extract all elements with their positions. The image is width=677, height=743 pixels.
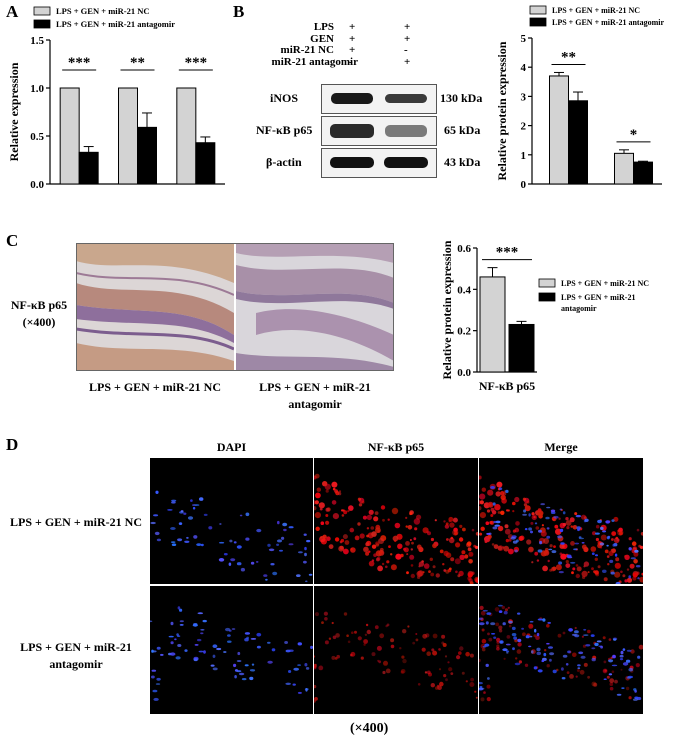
y-tick-label: 5 bbox=[521, 33, 527, 45]
if-column-merge: Merge bbox=[544, 440, 578, 454]
condition-lane2: + bbox=[404, 32, 411, 45]
panel-label-a: A bbox=[6, 2, 19, 21]
if-image-merge-nc bbox=[479, 458, 643, 584]
legend-swatch bbox=[33, 6, 51, 16]
y-tick-label: 0.2 bbox=[457, 326, 471, 338]
legend-label: LPS + GEN + miR-21 NC bbox=[552, 6, 640, 15]
x-tick-label: NF-κB p65 bbox=[479, 379, 535, 393]
blot-size-nfkb: 65 kDa bbox=[444, 123, 481, 137]
bar bbox=[479, 276, 506, 373]
legend-swatch bbox=[538, 292, 556, 302]
y-tick-label: 0.6 bbox=[457, 243, 471, 255]
blot-name-inos: iNOS bbox=[270, 91, 299, 105]
y-tick-label: 0 bbox=[521, 179, 527, 190]
blot-condition-table: LPS + + GEN + + miR-21 NC + - miR-21 antagomir - + bbox=[236, 21, 426, 69]
bar bbox=[549, 75, 569, 185]
blot-name-actin: β-actin bbox=[266, 155, 302, 169]
panel-label-d: D bbox=[6, 435, 19, 454]
western-blot-inos bbox=[321, 84, 437, 114]
ihc-caption-nc: LPS + GEN + miR-21 NC bbox=[88, 380, 221, 394]
condition-lane1: + bbox=[349, 44, 356, 56]
bar bbox=[195, 142, 216, 185]
bar bbox=[137, 126, 157, 185]
ihc-side-label: NF-κB p65 (×400) bbox=[10, 298, 68, 329]
if-row-label-antagomir: LPS + GEN + miR-21 antagomir bbox=[20, 640, 132, 671]
if-image-merge-antagomir bbox=[479, 586, 643, 714]
significance-marker: *** bbox=[68, 55, 91, 71]
legend-swatch bbox=[33, 19, 51, 29]
if-magnification: (×400) bbox=[350, 721, 389, 736]
ihc-image-nc bbox=[76, 243, 234, 371]
significance-marker: ** bbox=[561, 49, 576, 65]
legend-label: LPS + GEN + miR-21 NC bbox=[56, 6, 150, 16]
bar bbox=[118, 87, 138, 185]
significance-marker: *** bbox=[496, 245, 519, 261]
condition-label: GEN bbox=[310, 32, 334, 45]
condition-row: miR-21 NC + - bbox=[236, 44, 426, 57]
if-column-dapi: DAPI bbox=[216, 440, 247, 454]
bar bbox=[176, 87, 197, 185]
condition-row: miR-21 antagomir - + bbox=[236, 55, 426, 69]
y-axis-title: Relative protein expression bbox=[440, 240, 454, 379]
if-column-nfkb: NF-κB p65 bbox=[367, 440, 425, 454]
bar bbox=[568, 100, 588, 185]
legend-label: LPS + GEN + miR-21 NC bbox=[561, 279, 649, 288]
y-tick-label: 1.5 bbox=[30, 35, 44, 47]
condition-label: miR-21 antagomir bbox=[271, 55, 358, 68]
panel-label-b: B bbox=[233, 2, 245, 21]
y-tick-label: 1 bbox=[521, 150, 527, 162]
bar bbox=[633, 161, 653, 185]
condition-lane1: + bbox=[349, 21, 356, 33]
condition-lane2: - bbox=[404, 44, 408, 56]
western-blot-nfkb bbox=[321, 116, 437, 146]
legend-swatch bbox=[529, 17, 547, 27]
y-tick-label: 2 bbox=[521, 121, 527, 133]
y-axis-title: Relative protein expression bbox=[495, 41, 509, 180]
condition-lane2: + bbox=[404, 55, 411, 68]
condition-lane1: + bbox=[349, 32, 356, 45]
significance-marker: *** bbox=[185, 55, 208, 71]
condition-row: GEN + + bbox=[236, 32, 426, 46]
if-image-nfkb-antagomir bbox=[314, 586, 478, 714]
bar bbox=[78, 151, 99, 185]
y-tick-label: 0.4 bbox=[457, 284, 471, 296]
y-tick-label: 3 bbox=[521, 91, 527, 103]
y-tick-label: 0.5 bbox=[30, 131, 44, 143]
if-image-dapi-nc bbox=[150, 458, 313, 584]
bar bbox=[59, 87, 80, 185]
ihc-caption-antagomir: LPS + GEN + miR-21 antagomir bbox=[259, 380, 371, 411]
y-tick-label: 4 bbox=[521, 62, 527, 74]
y-axis-title: Relative expression bbox=[7, 62, 21, 161]
legend-label: antagomir bbox=[561, 304, 597, 313]
bar bbox=[614, 152, 634, 185]
legend-swatch bbox=[538, 278, 556, 288]
significance-marker: ** bbox=[130, 55, 145, 71]
legend-swatch bbox=[529, 5, 547, 15]
ihc-image-antagomir bbox=[236, 243, 394, 371]
blot-size-actin: 43 kDa bbox=[444, 155, 481, 169]
condition-row: LPS + + bbox=[236, 21, 426, 34]
legend-label: LPS + GEN + miR-21 antagomir bbox=[56, 19, 175, 29]
panel-label-c: C bbox=[6, 231, 19, 250]
condition-label: LPS bbox=[313, 21, 334, 33]
condition-label: miR-21 NC bbox=[280, 44, 334, 56]
legend-label: LPS + GEN + miR-21 antagomir bbox=[552, 18, 664, 27]
if-image-dapi-antagomir bbox=[150, 586, 313, 714]
bar bbox=[508, 323, 535, 373]
western-blot-actin bbox=[321, 148, 437, 178]
legend-label: LPS + GEN + miR-21 bbox=[561, 293, 635, 302]
if-row-label-nc: LPS + GEN + miR-21 NC bbox=[9, 515, 142, 529]
y-tick-label: 0.0 bbox=[30, 179, 44, 190]
if-image-nfkb-nc bbox=[314, 458, 478, 584]
y-tick-label: 0.0 bbox=[457, 367, 471, 379]
condition-lane2: + bbox=[404, 21, 411, 33]
y-tick-label: 1.0 bbox=[30, 83, 44, 95]
significance-marker: * bbox=[630, 127, 638, 143]
blot-size-inos: 130 kDa bbox=[440, 91, 483, 105]
condition-lane1: - bbox=[349, 55, 353, 68]
blot-name-nfkb: NF-κB p65 bbox=[256, 123, 313, 137]
